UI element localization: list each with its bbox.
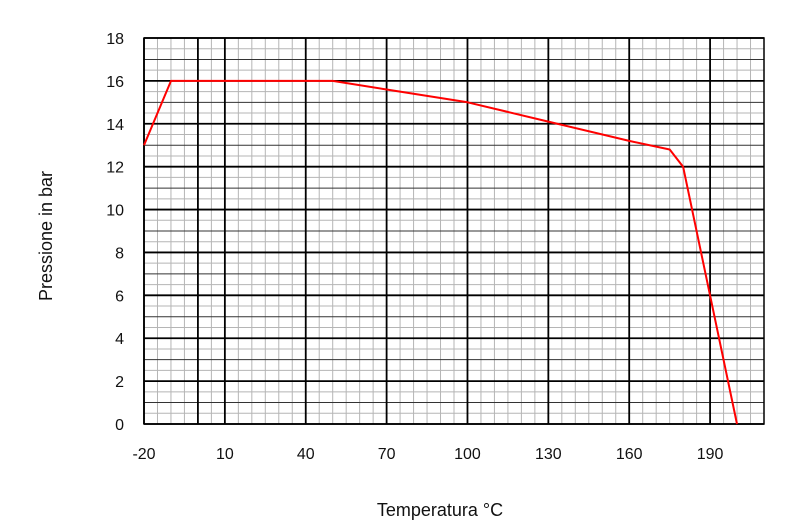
y-tick-label: 0 bbox=[115, 417, 124, 434]
series-group bbox=[143, 79, 738, 425]
x-tick-label: 130 bbox=[535, 446, 562, 463]
x-tick-label: -20 bbox=[132, 446, 155, 463]
y-tick-label: 10 bbox=[106, 203, 124, 220]
x-axis-label: Temperatura °C bbox=[377, 500, 503, 520]
y-tick-label: 16 bbox=[106, 74, 124, 91]
x-tick-label: 190 bbox=[697, 446, 724, 463]
plot-frame bbox=[143, 37, 765, 425]
y-tick-label: 8 bbox=[115, 245, 124, 262]
y-axis-label: Pressione in bar bbox=[36, 171, 56, 301]
y-tick-label: 12 bbox=[106, 160, 124, 177]
y-tick-labels: 0 2 4 6 8 10 12 14 16 18 bbox=[106, 31, 124, 434]
y-tick-label: 2 bbox=[115, 374, 124, 391]
x-tick-label: 160 bbox=[616, 446, 643, 463]
y-tick-label: 14 bbox=[106, 117, 124, 134]
x-tick-label: 70 bbox=[378, 446, 396, 463]
series-line bbox=[143, 79, 738, 425]
x-tick-label: 40 bbox=[297, 446, 315, 463]
x-tick-label: 100 bbox=[454, 446, 481, 463]
y-tick-label: 4 bbox=[115, 331, 124, 348]
x-tick-label: 10 bbox=[216, 446, 234, 463]
y-tick-label: 6 bbox=[115, 288, 124, 305]
x-tick-labels: -20 10 40 70 100 130 160 190 bbox=[132, 446, 723, 463]
y-tick-label: 18 bbox=[106, 31, 124, 48]
